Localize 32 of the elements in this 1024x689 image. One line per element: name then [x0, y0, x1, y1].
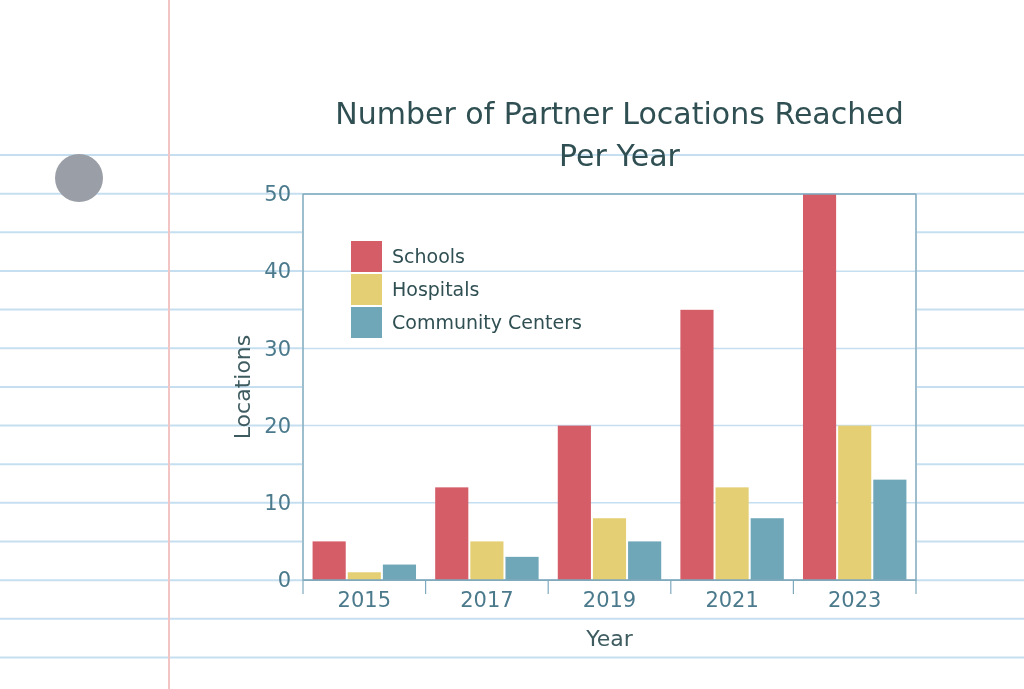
chart-title: Number of Partner Locations Reached Per Year	[335, 96, 904, 173]
bar	[505, 556, 539, 580]
y-tick-label: 20	[264, 413, 291, 438]
bar	[628, 541, 662, 580]
bar	[680, 309, 714, 580]
x-tick-label: 2023	[827, 587, 882, 612]
bar	[750, 518, 784, 580]
y-tick-label: 30	[264, 336, 291, 361]
bar	[347, 572, 381, 580]
legend-label: Community Centers	[392, 311, 582, 333]
x-tick-label: 2017	[460, 587, 514, 612]
x-tick-label: 2019	[582, 587, 637, 612]
bar	[435, 487, 469, 580]
bar	[312, 541, 346, 580]
bar	[838, 425, 872, 580]
bar	[382, 564, 417, 580]
bar	[715, 487, 749, 580]
bar	[557, 425, 591, 580]
bar	[873, 479, 907, 580]
y-tick-label: 40	[264, 259, 291, 284]
legend-label: Hospitals	[392, 278, 480, 300]
y-axis-title: Locations	[230, 334, 255, 440]
y-tick-label: 10	[264, 491, 291, 516]
x-axis-title: Year	[585, 626, 634, 651]
y-tick-label: 0	[277, 568, 291, 593]
x-tick-label: 2021	[705, 587, 759, 612]
x-tick-label: 2015	[337, 587, 392, 612]
bar	[592, 518, 627, 580]
bar	[802, 194, 837, 580]
bar	[470, 541, 504, 580]
y-tick-label: 50	[264, 182, 291, 207]
legend-label: Schools	[392, 245, 465, 267]
